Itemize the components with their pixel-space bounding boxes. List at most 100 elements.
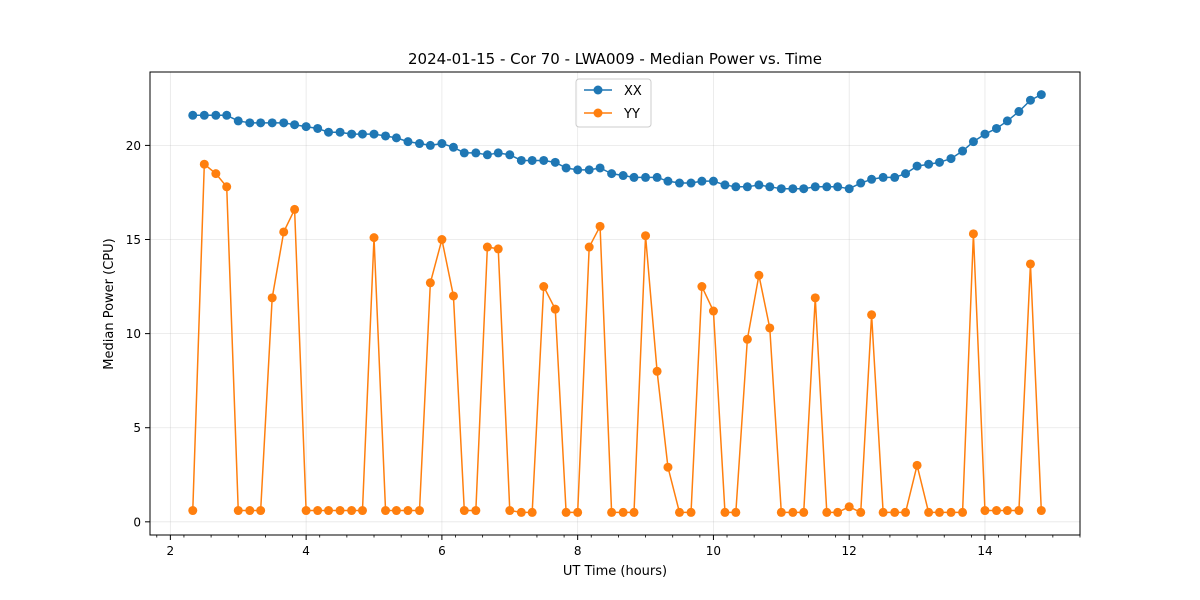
series-layer [188, 90, 1046, 517]
series-yy-point [290, 204, 300, 214]
series-xx-point [313, 123, 323, 133]
series-yy-point [301, 506, 311, 516]
series-yy-point [199, 159, 209, 169]
series-yy-point [561, 507, 571, 517]
series-xx-point [211, 110, 221, 120]
series-xx-point [584, 165, 594, 175]
series-yy-point [607, 507, 617, 517]
series-yy-point [878, 507, 888, 517]
y-tick-label: 20 [126, 139, 141, 153]
series-yy-point [765, 323, 775, 333]
series-xx-point [890, 172, 900, 182]
series-yy-point [799, 507, 809, 517]
series-yy-point [742, 334, 752, 344]
series-xx-point [765, 182, 775, 192]
series-xx-point [878, 172, 888, 182]
series-xx-point [618, 171, 628, 181]
series-yy-point [890, 507, 900, 517]
series-xx-point [324, 127, 334, 137]
series-yy-point [946, 507, 956, 517]
series-yy-point [924, 507, 934, 517]
series-xx-point [844, 184, 854, 194]
series-yy-point [822, 507, 832, 517]
series-yy-point [720, 507, 730, 517]
series-yy-point [256, 506, 266, 516]
series-yy-point [482, 242, 492, 252]
grid [150, 72, 1080, 535]
series-xx-point [663, 176, 673, 186]
series-xx-line [192, 93, 1042, 190]
series-xx-point [550, 157, 560, 167]
x-tick-label: 14 [977, 544, 992, 558]
series-yy-point [618, 507, 628, 517]
series-yy-point [867, 310, 877, 320]
series-xx-point [697, 176, 707, 186]
series-xx-point [856, 178, 866, 188]
series-yy-point [663, 462, 673, 472]
x-tick-label: 8 [574, 544, 582, 558]
series-xx-point [415, 139, 424, 149]
series-yy-point [381, 506, 391, 516]
series-xx-point [607, 169, 617, 179]
series-yy-point [324, 506, 334, 516]
series-yy-point [1036, 506, 1046, 516]
series-xx-point [482, 150, 492, 160]
series-xx-point [539, 155, 549, 165]
series-xx-point [924, 159, 934, 169]
series-xx-point [245, 118, 255, 128]
y-tick-label: 5 [133, 421, 141, 435]
series-xx-point [629, 172, 639, 182]
y-tick-label: 15 [126, 233, 141, 247]
series-yy-point [313, 506, 323, 516]
series-yy-point [403, 506, 413, 516]
series-yy-point [856, 507, 866, 517]
series-yy-point [641, 231, 651, 241]
series-xx-point [335, 127, 345, 137]
series-xx-point [742, 182, 752, 192]
series-yy-point [652, 366, 662, 376]
ticks: 2 4 6 8 10 12 14 0 5 10 15 20 [126, 139, 1081, 558]
series-yy-point [697, 282, 707, 292]
series-xx-point [301, 122, 311, 132]
series-xx-point [822, 182, 832, 192]
series-yy-point [437, 235, 447, 245]
series-xx-point [799, 184, 809, 194]
series-yy-point [844, 502, 854, 512]
series-xx-point [437, 139, 447, 149]
series-xx-point [391, 133, 401, 143]
series-xx-point [833, 182, 843, 192]
series-yy-point [211, 169, 221, 179]
x-axis-label: UT Time (hours) [563, 564, 667, 579]
series-xx-point [708, 176, 718, 186]
series-xx-point [381, 131, 391, 141]
series-xx-point [347, 129, 357, 139]
series-yy-point [245, 506, 255, 516]
series-xx-point [448, 142, 458, 152]
series-yy-point [233, 506, 243, 516]
series-yy-point [992, 506, 1001, 516]
series-yy-point [279, 227, 289, 237]
series-xx-point [573, 165, 583, 175]
series-yy-point [222, 182, 232, 192]
series-xx-point [279, 118, 289, 128]
series-xx-point [980, 129, 990, 139]
y-tick-label: 0 [133, 515, 141, 529]
x-tick-label: 4 [302, 544, 310, 558]
series-xx-point [222, 110, 232, 120]
series-xx-point [357, 129, 367, 139]
series-xx-point [912, 161, 922, 171]
series-yy-point [425, 278, 435, 288]
series-yy-point [980, 506, 990, 516]
series-yy-point [347, 506, 357, 516]
legend-yy-marker [593, 108, 603, 118]
y-tick-label: 10 [126, 327, 141, 341]
series-yy-point [912, 460, 922, 470]
legend: XX YY [575, 78, 652, 128]
x-tick-label: 12 [842, 544, 857, 558]
series-xx-point [731, 182, 741, 192]
series-yy-point [968, 229, 978, 239]
series-xx-point [425, 140, 435, 150]
series-xx-point [992, 123, 1001, 133]
series-yy-point [629, 507, 639, 517]
